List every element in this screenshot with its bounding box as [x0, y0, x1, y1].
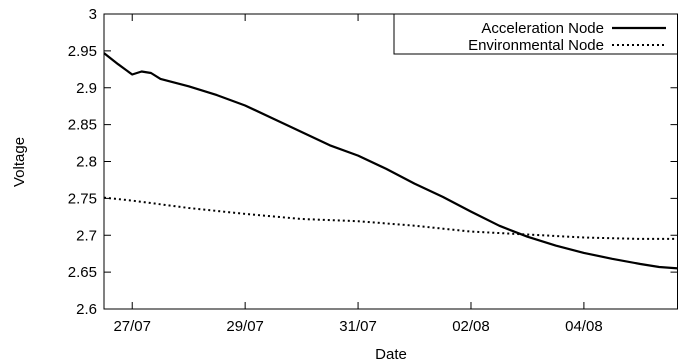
y-tick-label: 2.7	[76, 227, 97, 244]
plot-area-frame	[103, 13, 678, 310]
y-axis-label: Voltage	[11, 137, 28, 187]
y-tick-label: 2.6	[76, 301, 97, 318]
y-tick-label: 3	[89, 6, 97, 23]
x-tick-label: 02/08	[452, 318, 490, 335]
y-tick-label: 2.85	[68, 117, 97, 134]
series-line-environmental-node	[103, 196, 678, 240]
legend-entry-label: Acceleration Node	[481, 20, 604, 37]
x-axis-label: Date	[375, 346, 407, 363]
series-line-acceleration-node	[103, 52, 678, 270]
legend-box	[393, 13, 678, 55]
y-tick-label: 2.65	[68, 264, 97, 281]
y-tick-label: 2.9	[76, 80, 97, 97]
axes: 2.6 2.65 2.7 2.75 2.8 2.85 2.9 2.95 3 27/07 29/07 3…	[68, 6, 678, 335]
y-tick-label: 2.8	[76, 154, 97, 171]
x-tick-label: 29/07	[226, 318, 264, 335]
y-tick-label: 2.95	[68, 43, 97, 60]
x-tick-label: 31/07	[339, 318, 377, 335]
y-tick-label: 2.75	[68, 190, 97, 207]
legend-entry-label: Environmental Node	[468, 37, 604, 54]
x-tick-label: 27/07	[113, 318, 151, 335]
x-tick-label: 04/08	[565, 318, 603, 335]
series-layer	[103, 52, 678, 270]
